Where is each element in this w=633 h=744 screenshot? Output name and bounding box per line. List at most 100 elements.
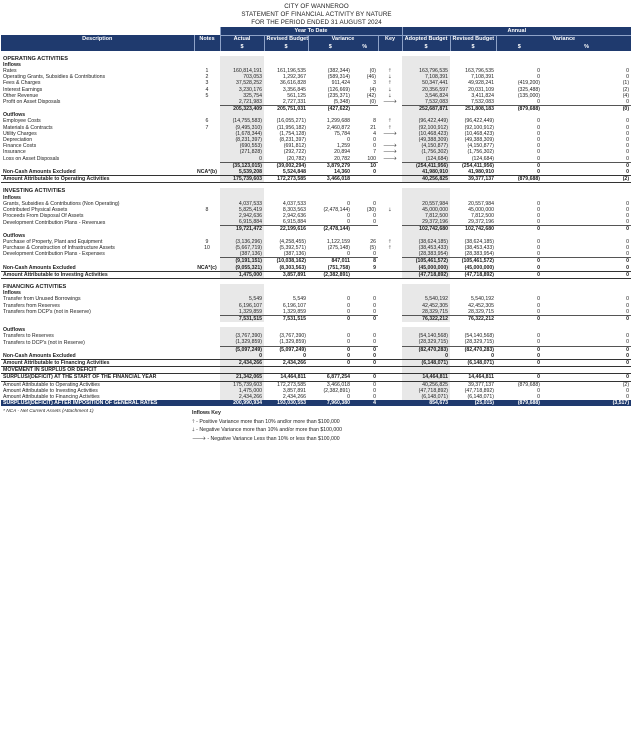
key-cell: 🡑 <box>378 80 402 86</box>
variance-cell: 20,782 <box>334 155 350 162</box>
annual-variance-pct-cell: 0 <box>542 358 632 368</box>
annual-revised-budget-cell: 76,322,212 <box>450 314 497 322</box>
annual-variance-pct-cell: 0 <box>626 387 630 394</box>
annual-variance-pct-cell: 0 <box>626 130 630 137</box>
annual-variance-pct-cell: 0 <box>626 168 630 175</box>
variance-pct-cell: 0 <box>352 373 378 382</box>
annual-variance-cell: (879,688) <box>496 400 543 407</box>
row-label: Non-Cash Amounts Excluded <box>3 352 76 359</box>
variance-cell: (2,382,891) <box>323 387 350 394</box>
revised-budget-cell: (16,055,271) <box>276 118 306 125</box>
annual-variance-cell: 0 <box>496 314 543 322</box>
variance-pct-cell: 0 <box>373 352 376 359</box>
annual-variance-cell: (325,488) <box>517 86 541 93</box>
row-label: Interest Earnings <box>3 86 43 93</box>
actual-cell: 4,037,533 <box>220 200 264 207</box>
table-row: Development Contribution Plans - Revenue… <box>1 219 631 226</box>
movement-heading-row: MOVEMENT IN SURPLUS OR DEFICIT <box>1 366 632 375</box>
variance-pct-cell: 0 <box>373 333 376 340</box>
key-cell <box>378 175 403 184</box>
adopted-budget-cell: 40,256,825 <box>402 381 451 388</box>
variance-cell: 0 <box>347 333 350 340</box>
row-label: Purchase & Construction of Infrastructur… <box>3 245 115 252</box>
variance-cell: 75,784 <box>334 130 350 137</box>
unit-percent: % <box>352 43 378 51</box>
adopted-budget-cell: 40,256,825 <box>402 175 451 184</box>
revised-budget-cell: 2,434,266 <box>282 393 306 400</box>
annual-revised-budget-cell: (28,383,954) <box>464 251 495 258</box>
actual-cell: 5,825,419 <box>220 206 264 213</box>
row-note <box>194 381 220 388</box>
variance-cell: 0 <box>347 137 350 144</box>
empty-cell <box>220 366 264 375</box>
group-heading-row: Outflows <box>1 232 631 239</box>
annual-variance-cell: 0 <box>537 296 541 303</box>
annual-variance-pct-cell: 0 <box>626 339 630 346</box>
revised-budget-cell: (292,722) <box>283 149 306 156</box>
empty-cell <box>352 366 378 375</box>
header-row-1: Year To Date Annual <box>1 27 632 36</box>
row-label: Contributed Physical Assets <box>3 206 68 213</box>
actual-cell: 2,434,266 <box>220 358 264 368</box>
variance-cell: 0 <box>347 302 350 309</box>
annual-revised-budget-cell: (6,148,071) <box>467 393 495 400</box>
annual-variance-cell: 0 <box>537 130 541 137</box>
legend-text: - Negative Variance more than 10% and/or… <box>196 427 342 434</box>
table-row: Amount Attributable to Operating Activit… <box>1 381 631 388</box>
row-note <box>194 258 220 265</box>
annual-revised-budget-cell: (6,148,071) <box>450 358 497 368</box>
empty-cell <box>402 194 451 201</box>
row-label: OPERATING ACTIVITIES <box>3 55 68 62</box>
variance-pct-cell: (5) <box>369 245 376 252</box>
table-row: Depreciation (8,231,397) (8,231,397) 0 0 (49,… <box>1 136 631 144</box>
annual-variance-pct-cell: 0 <box>626 238 630 245</box>
actual-cell: 37,528,252 <box>220 80 264 87</box>
header-units-row: $ $ $ % $ $ $ % <box>1 43 632 51</box>
annual-revised-budget-cell: (25,015) <box>450 400 497 407</box>
table-row: Purchase of Property, Plant and Equipmen… <box>1 238 631 245</box>
subtotal-row: 19,721,472 22,199,616 (2,478,144) 102,742,6… <box>1 225 632 233</box>
adopted-budget-cell: 20,557,984 <box>402 200 451 207</box>
variance-cell: 3,879,279 <box>308 161 352 169</box>
arrow-right-icon: 🡒 <box>383 149 397 156</box>
key-cell <box>378 381 402 388</box>
revised-budget-cell: (20,782) <box>286 155 306 162</box>
annual-revised-budget-cell: 102,742,680 <box>450 225 497 233</box>
arrow-up-icon: 🡑 <box>388 67 392 74</box>
annual-variance-pct-cell: (2) <box>622 381 630 388</box>
row-note <box>194 156 220 163</box>
variance-pct-cell: 100 <box>367 155 376 162</box>
adopted-budget-cell: 29,372,196 <box>402 219 451 226</box>
unit-dollar: $ <box>449 43 497 51</box>
annual-revised-budget-cell: 39,377,137 <box>450 175 497 184</box>
row-note: 7 <box>205 124 209 131</box>
actual-cell: 1,329,859 <box>220 308 264 316</box>
variance-cell: 2,460,872 <box>326 124 350 131</box>
variance-pct-cell: 0 <box>373 143 376 150</box>
revised-budget-cell: (691,812) <box>283 143 306 150</box>
annual-variance-pct-cell: (1) <box>622 80 630 87</box>
adopted-budget-cell: (254,411,956) <box>402 161 451 169</box>
annual-variance-pct-cell: 0 <box>626 200 630 207</box>
table-row: Grants, Subsidies & Contributions (Non O… <box>1 200 631 207</box>
actual-cell: 200,990,934 <box>220 400 264 407</box>
row-label <box>1 258 194 265</box>
row-label: Other Revenue <box>3 92 39 99</box>
unit-dollar: $ <box>219 43 264 51</box>
table-row: Utility Charges (1,678,344) (1,754,128) 75,… <box>1 130 631 137</box>
variance-pct-cell: 9 <box>373 264 376 271</box>
adopted-budget-cell: (4,150,877) <box>402 143 451 150</box>
annual-revised-budget-cell: 28,329,715 <box>468 308 495 315</box>
row-note: 8 <box>205 206 209 213</box>
annual-variance-pct-cell: (2) <box>622 86 630 93</box>
variance-pct-cell <box>352 175 378 184</box>
arrow-up-icon: 🡑 <box>388 118 392 125</box>
annual-variance-pct-cell: 0 <box>542 345 632 353</box>
col-annual-variance: Variance <box>495 35 632 43</box>
revised-budget-cell: 3,857,891 <box>264 270 308 279</box>
empty-cell <box>220 283 264 291</box>
annual-variance-cell: 0 <box>537 219 541 226</box>
actual-cell: 21,342,065 <box>220 373 264 382</box>
actual-cell: 0 <box>220 352 264 360</box>
variance-cell: 0 <box>308 345 352 353</box>
